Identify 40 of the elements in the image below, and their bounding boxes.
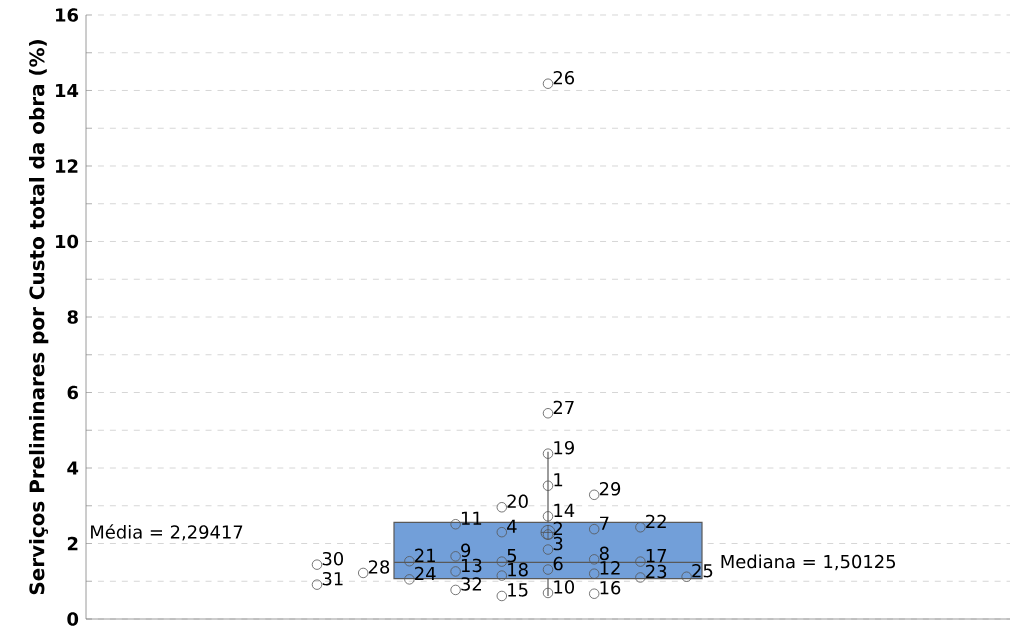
y-tick-label: 8 bbox=[67, 310, 78, 324]
y-tick-label: 6 bbox=[67, 385, 79, 400]
annotation: 19 bbox=[554, 440, 574, 455]
annotation: 14 bbox=[554, 503, 575, 517]
annotation: 3 bbox=[553, 536, 563, 551]
annotation: 20 bbox=[507, 494, 528, 509]
annotation: 11 bbox=[461, 511, 482, 525]
annotation: 18 bbox=[508, 562, 528, 577]
annotation: 21 bbox=[415, 548, 435, 562]
annotation: 31 bbox=[322, 571, 343, 586]
annotation: 29 bbox=[599, 482, 621, 496]
y-tick-label: 0 bbox=[67, 612, 79, 626]
annotation: Média = 2,29417 bbox=[91, 524, 243, 541]
annotation: 1 bbox=[554, 473, 563, 487]
annotation: 30 bbox=[322, 551, 344, 566]
y-tick-label: 10 bbox=[56, 234, 79, 249]
annotation: 2 bbox=[553, 521, 563, 536]
annotation: 15 bbox=[508, 583, 528, 597]
annotation: 24 bbox=[415, 566, 436, 581]
annotation: 25 bbox=[692, 563, 713, 578]
annotation: 8 bbox=[599, 546, 609, 561]
annotation: 27 bbox=[553, 400, 574, 414]
annotation: 5 bbox=[507, 548, 517, 563]
annotation: Mediana = 1,50125 bbox=[721, 554, 896, 571]
annotation: 10 bbox=[554, 580, 575, 594]
y-tick-label: 14 bbox=[56, 83, 79, 98]
y-tick-label: 16 bbox=[56, 8, 79, 22]
annotation: 16 bbox=[600, 580, 621, 595]
annotation: 12 bbox=[600, 561, 620, 575]
y-tick-label: 4 bbox=[67, 461, 79, 475]
y-axis-title: Serviços Preliminares por Custo total da obra (%) bbox=[28, 40, 49, 595]
annotation: 26 bbox=[553, 70, 575, 85]
annotation: 23 bbox=[646, 564, 667, 579]
annotation: 28 bbox=[368, 560, 390, 574]
y-tick-label: 12 bbox=[56, 159, 78, 173]
annotation: 9 bbox=[461, 543, 471, 558]
annotation: 4 bbox=[507, 519, 517, 533]
annotation: 17 bbox=[646, 549, 667, 563]
annotation: 32 bbox=[461, 577, 482, 591]
y-tick-label: 2 bbox=[67, 536, 78, 551]
